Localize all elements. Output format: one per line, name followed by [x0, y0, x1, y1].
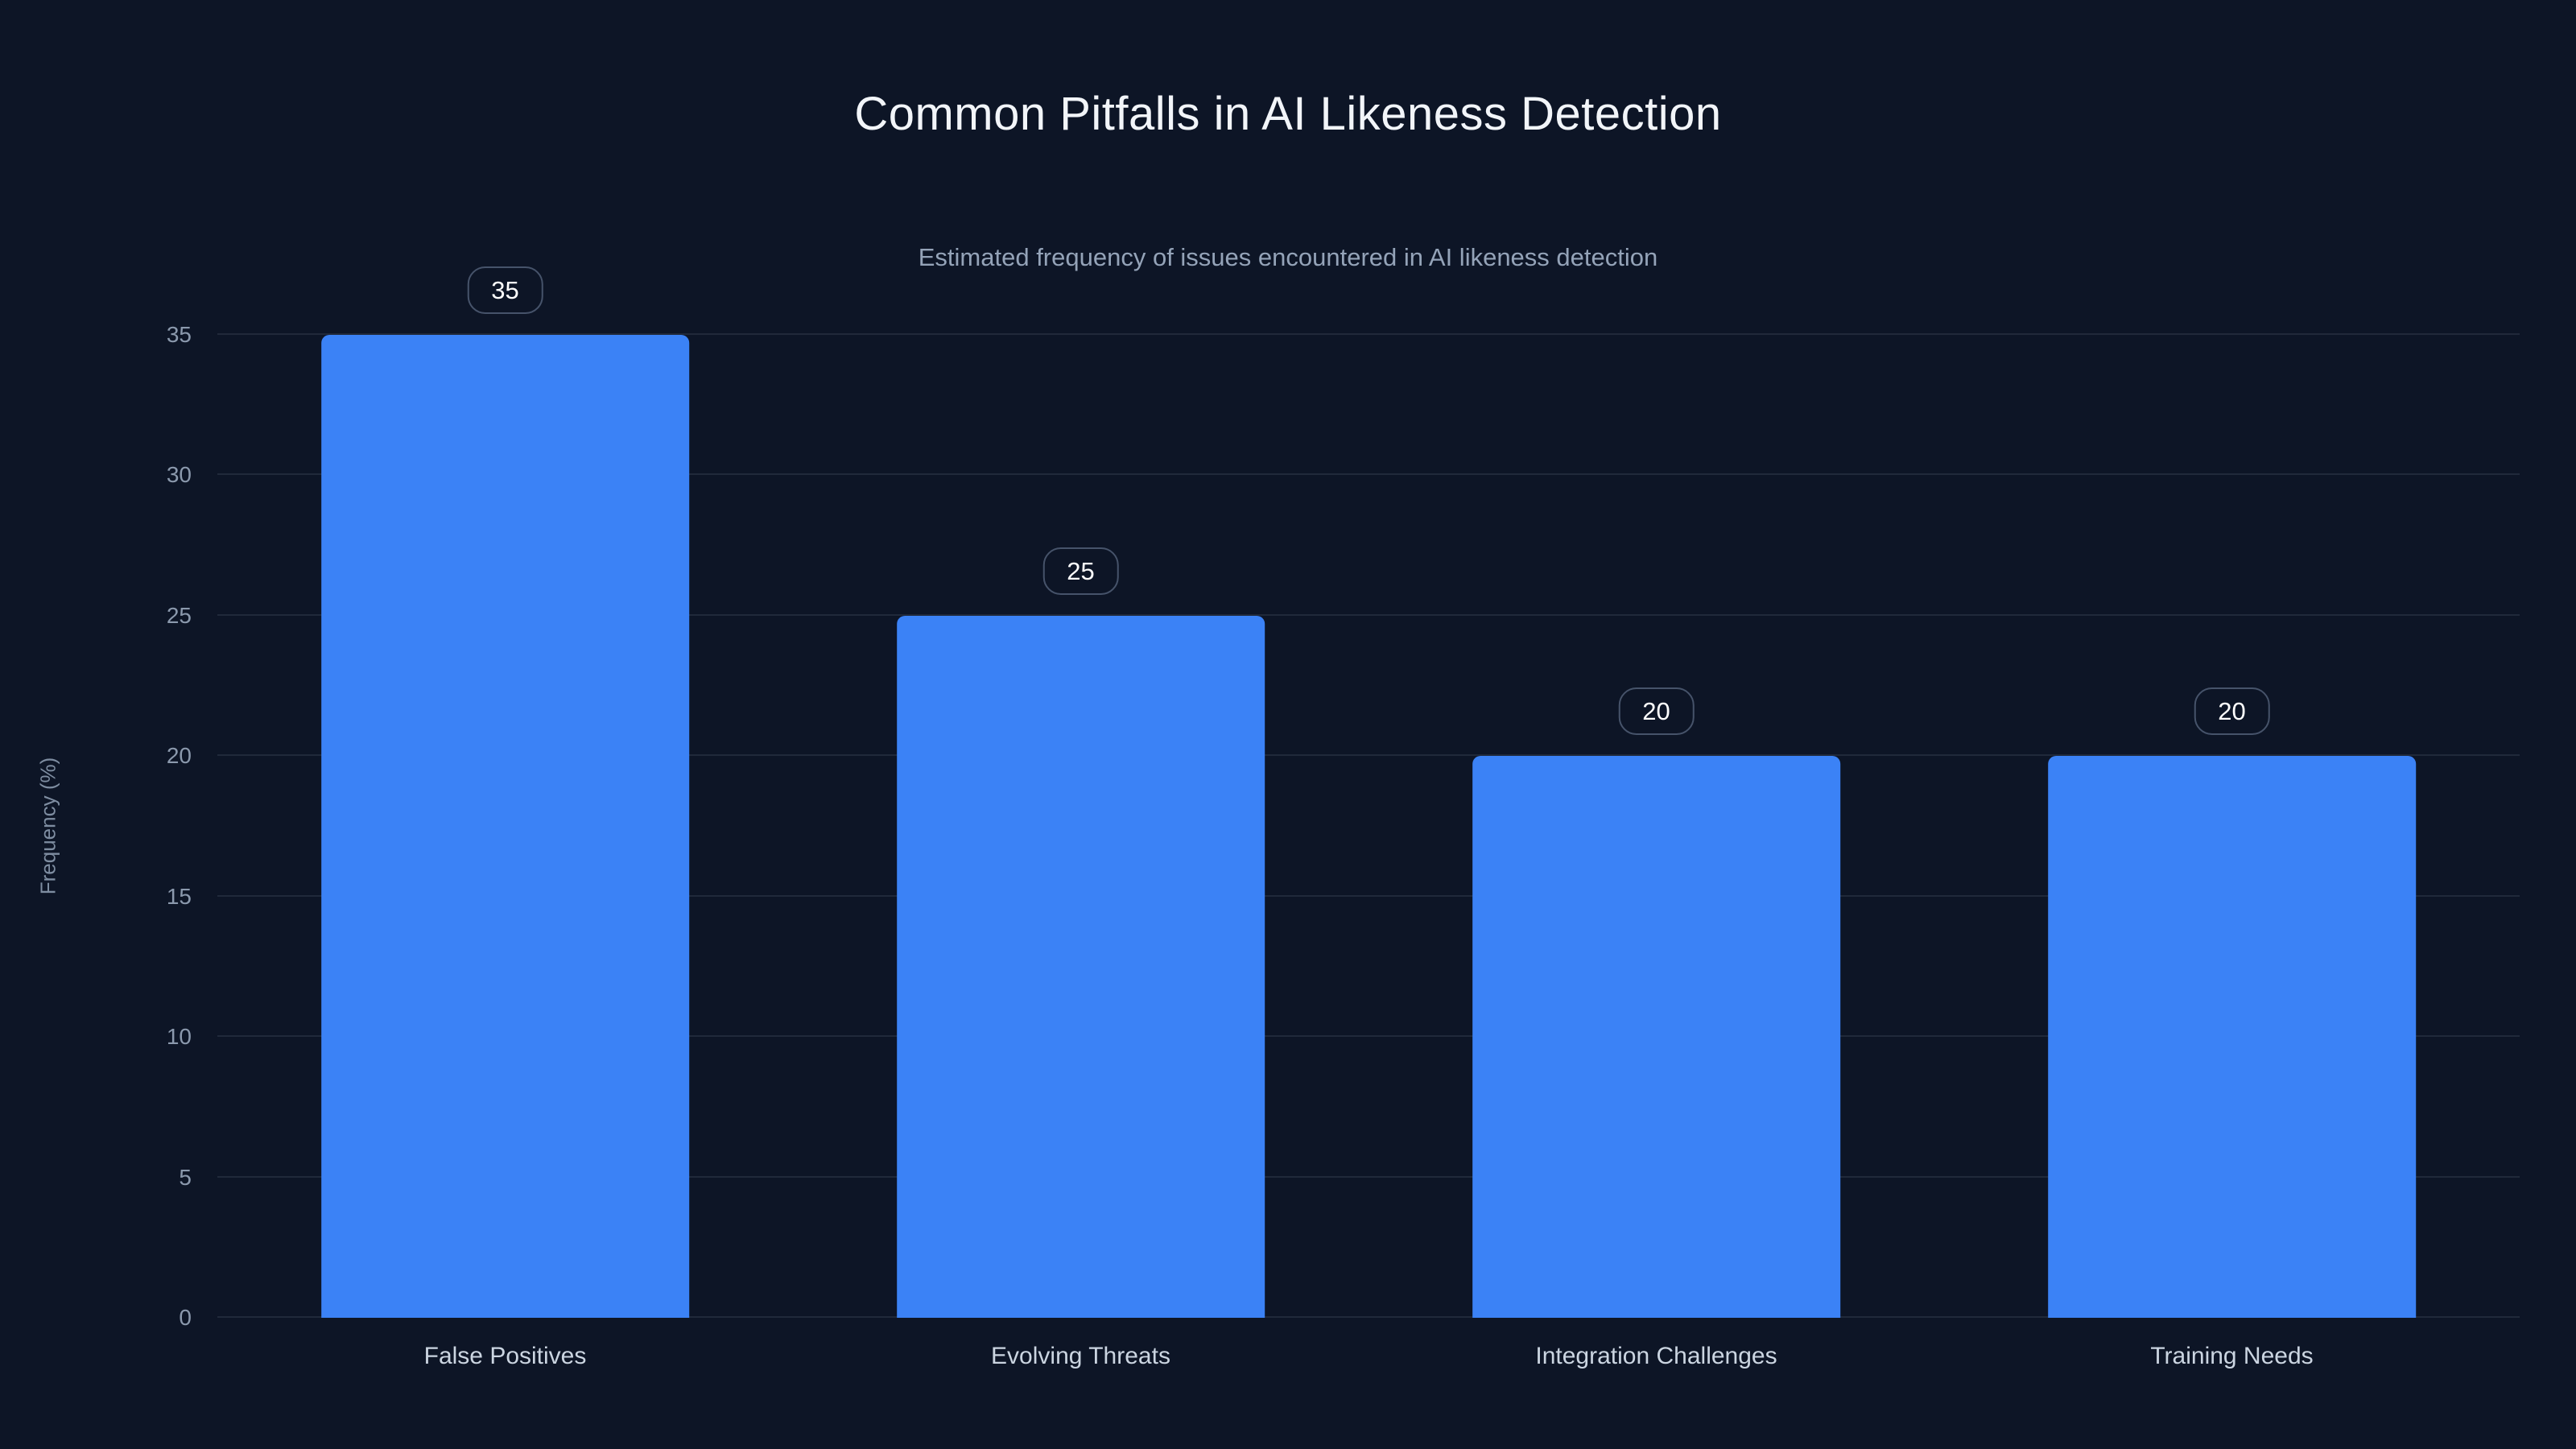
y-tick-label: 15 — [166, 883, 192, 909]
x-axis-labels: False Positives Evolving Threats Integrati… — [217, 1343, 2520, 1370]
bar-slot: 20 — [1368, 335, 1944, 1318]
value-badge: 20 — [2194, 687, 2270, 736]
gridline — [217, 1316, 2520, 1318]
gridline — [217, 333, 2520, 335]
gridline — [217, 1035, 2520, 1038]
value-badge: 20 — [1618, 687, 1695, 736]
y-tick-label: 35 — [166, 322, 192, 347]
y-tick-label: 5 — [179, 1164, 192, 1190]
bar-slot: 20 — [1944, 335, 2520, 1318]
x-category-label: Training Needs — [2150, 1343, 2314, 1369]
x-category-label: False Positives — [423, 1343, 587, 1369]
plot-area: 35 25 20 20 — [217, 266, 2520, 1318]
x-category-label: Evolving Threats — [991, 1343, 1170, 1369]
y-tick-label: 0 — [179, 1305, 192, 1330]
y-tick-label: 25 — [166, 602, 192, 628]
gridline — [217, 473, 2520, 476]
gridline — [217, 894, 2520, 897]
gridline — [217, 613, 2520, 616]
bar — [1472, 756, 1841, 1318]
value-badge: 25 — [1042, 547, 1119, 595]
bar — [896, 615, 1265, 1318]
value-badge: 35 — [467, 266, 543, 314]
bar-slot: 35 — [217, 266, 793, 1318]
y-tick-label: 20 — [166, 743, 192, 769]
bar-slot: 25 — [793, 335, 1368, 1318]
y-tick-label: 30 — [166, 462, 192, 488]
x-category-label: Integration Challenges — [1535, 1343, 1777, 1369]
gridline — [217, 754, 2520, 757]
y-axis-ticks: 0 5 10 15 20 25 30 35 — [0, 322, 192, 1330]
bar — [320, 335, 690, 1318]
y-tick-label: 10 — [166, 1024, 192, 1050]
chart-subtitle: Estimated frequency of issues encountere… — [918, 243, 1658, 271]
bar — [2047, 756, 2417, 1318]
chart-title: Common Pitfalls in AI Likeness Detection — [854, 88, 1722, 140]
gridline — [217, 1175, 2520, 1178]
